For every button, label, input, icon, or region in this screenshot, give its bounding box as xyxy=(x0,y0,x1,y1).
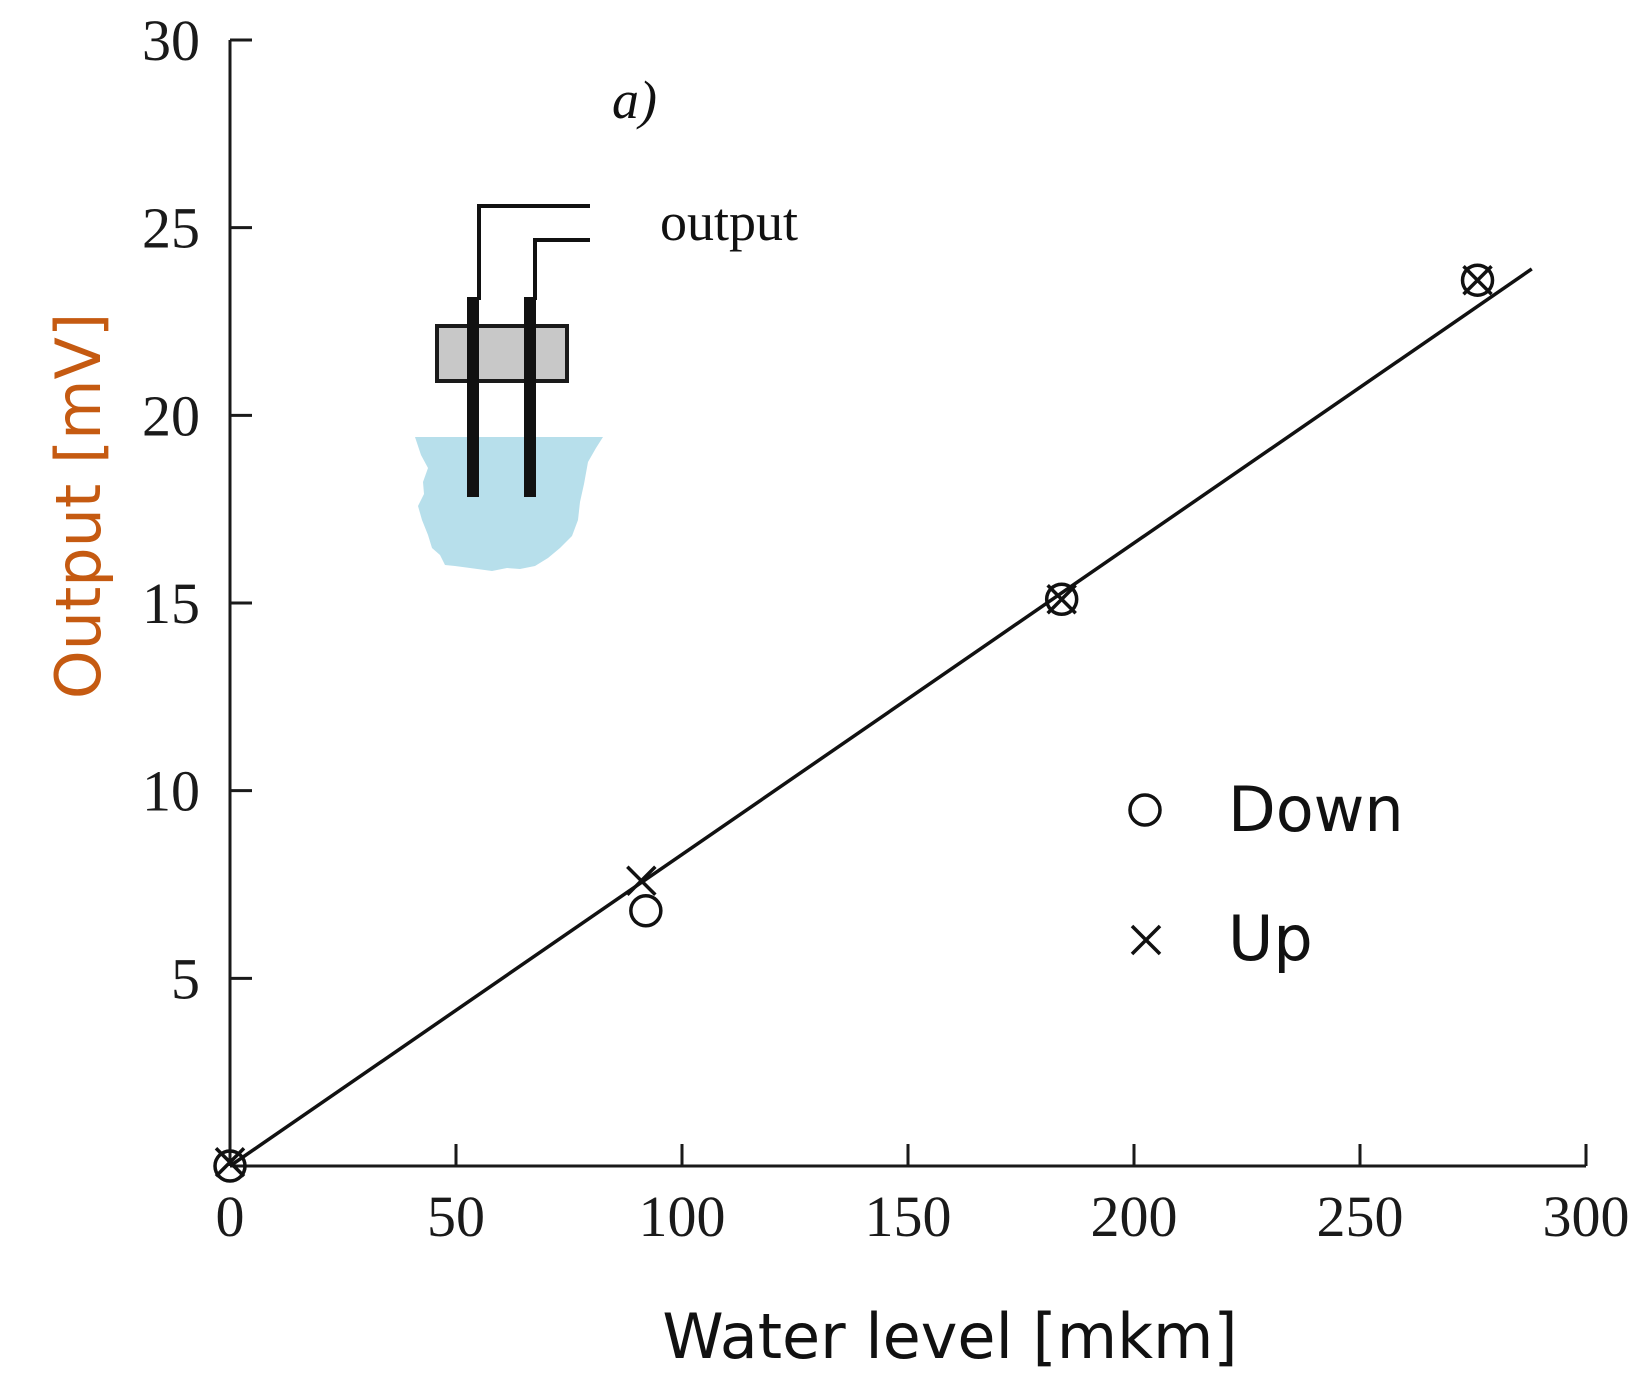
x-tick-label: 0 xyxy=(216,1184,245,1249)
x-tick-label: 100 xyxy=(639,1184,726,1249)
y-tick-label: 20 xyxy=(142,383,200,448)
fit-line-group xyxy=(229,267,1533,1168)
x-tick-label: 50 xyxy=(427,1184,485,1249)
point-up-stroke-b xyxy=(214,1147,246,1178)
point-down xyxy=(213,1149,247,1183)
sensor-block xyxy=(435,324,569,383)
panel-label: a) xyxy=(612,70,657,130)
legend-down-label: Down xyxy=(1228,773,1404,846)
point-up xyxy=(214,1147,246,1178)
output-label: output xyxy=(660,192,798,252)
fit-line xyxy=(229,267,1533,1168)
axes xyxy=(228,40,1586,1168)
point-down xyxy=(629,894,663,928)
ticks: 0 50 100 150 200 250 300 5 10 15 20 25 30 xyxy=(142,8,1630,1249)
legend-up-marker xyxy=(1130,924,1162,956)
y-tick-label: 25 xyxy=(142,196,200,261)
y-tick-label: 10 xyxy=(142,759,200,824)
x-tick-label: 150 xyxy=(865,1184,952,1249)
y-axis-title: Output [mV] xyxy=(42,313,115,699)
point-up-stroke-b xyxy=(1046,584,1077,615)
y-tick-label: 30 xyxy=(142,8,200,73)
point-up xyxy=(626,865,657,896)
x-tick-label: 200 xyxy=(1091,1184,1178,1249)
point-up xyxy=(1046,584,1077,615)
point-up xyxy=(1462,264,1493,296)
legend-up-label: Up xyxy=(1228,902,1313,975)
y-tick-label: 15 xyxy=(142,571,200,636)
water-region xyxy=(415,437,603,571)
x-axis-title: Water level [mkm] xyxy=(662,1300,1237,1373)
x-tick-label: 300 xyxy=(1543,1184,1630,1249)
legend-down-marker xyxy=(1128,793,1162,827)
point-down xyxy=(1460,263,1495,297)
legend: Down Up xyxy=(1128,773,1404,975)
x-tick-label: 250 xyxy=(1317,1184,1404,1249)
point-up-stroke-b xyxy=(1462,264,1493,296)
point-up-stroke-b xyxy=(626,865,657,896)
lead-wire-left xyxy=(477,204,590,300)
y-tick-label: 5 xyxy=(171,946,200,1011)
data-points xyxy=(213,263,1495,1183)
lead-wire-right xyxy=(533,238,590,300)
point-down xyxy=(1044,582,1079,616)
inset-diagram: output xyxy=(415,192,798,571)
